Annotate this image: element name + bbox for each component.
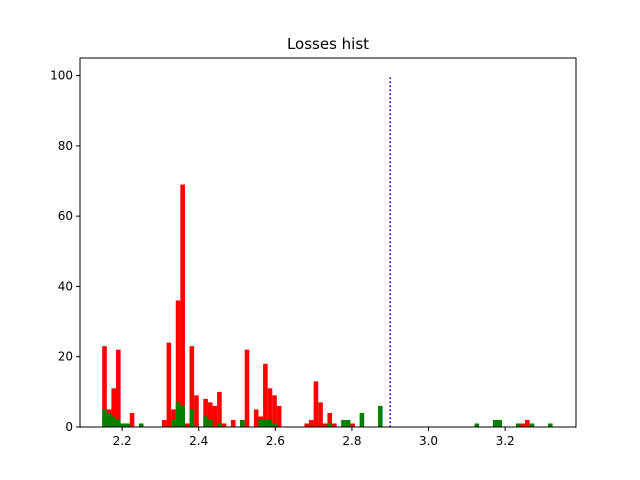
histogram-bar-series-1-22 <box>359 412 365 427</box>
histogram-bar-series-0-20 <box>230 419 236 427</box>
histogram-bar-series-1-21 <box>345 419 351 427</box>
histogram-bar-series-1-6 <box>138 423 144 427</box>
histogram-bar-series-0-2 <box>111 388 117 427</box>
histogram-bar-series-1-7 <box>171 419 176 427</box>
histogram-bar-series-1-24 <box>474 423 480 427</box>
histogram-bar-series-1-4 <box>120 423 126 427</box>
histogram-bar-series-1-14 <box>240 419 245 427</box>
histogram-bar-series-0-15 <box>203 398 208 427</box>
y-tick-label: 100 <box>50 69 73 83</box>
histogram-bar-series-1-10 <box>189 409 195 427</box>
histogram-bar-series-1-27 <box>515 423 521 427</box>
histogram-bar-series-0-3 <box>116 349 121 427</box>
x-tick-label: 3.2 <box>496 434 515 448</box>
plot-frame <box>79 57 577 428</box>
histogram-bar-series-1-20 <box>341 419 346 427</box>
y-tick-label: 80 <box>58 139 73 153</box>
histogram-bar-series-0-35 <box>332 423 337 427</box>
chart-title: Losses hist <box>287 35 369 53</box>
histogram-bar-series-0-32 <box>318 402 323 427</box>
histogram-bar-series-0-13 <box>189 346 195 427</box>
y-tick-label: 40 <box>58 279 73 293</box>
histogram-bar-series-1-11 <box>203 416 208 427</box>
histogram-bar-series-0-25 <box>263 363 268 427</box>
x-tick-label: 3.0 <box>419 434 438 448</box>
y-tick-label: 60 <box>58 209 73 223</box>
histogram-bar-series-1-25 <box>492 419 498 427</box>
histogram-bar-series-0-38 <box>525 419 530 427</box>
histogram-bar-series-0-23 <box>253 409 259 427</box>
histogram-bar-series-0-30 <box>309 419 314 427</box>
histogram-bar-series-1-1 <box>106 412 112 427</box>
histogram-bar-series-0-22 <box>244 349 250 427</box>
histogram-bar-series-0-16 <box>207 402 213 427</box>
histogram-bar-series-1-12 <box>207 419 213 427</box>
histogram-bar-series-0-12 <box>184 423 190 427</box>
histogram-bar-series-1-5 <box>125 423 130 427</box>
histogram-bar-series-0-28 <box>276 405 282 427</box>
histogram-bar-series-0-19 <box>221 423 227 427</box>
histogram-bar-series-0-11 <box>180 184 185 427</box>
histogram-bar-series-0-29 <box>304 423 310 427</box>
histogram-bar-series-0-9 <box>171 409 176 427</box>
histogram-bar-series-1-18 <box>272 423 277 427</box>
x-tick-label: 2.4 <box>189 434 208 448</box>
x-tick-label: 2.8 <box>342 434 361 448</box>
x-tick-label: 2.6 <box>266 434 285 448</box>
histogram-bar-series-1-0 <box>102 409 107 427</box>
histogram-bar-series-0-7 <box>161 419 167 427</box>
histogram-bar-series-0-6 <box>129 412 135 427</box>
histogram-bar-series-0-31 <box>313 381 319 427</box>
histogram-bar-series-1-17 <box>267 419 273 427</box>
histogram-bar-series-1-2 <box>111 416 117 427</box>
histogram-bar-series-0-0 <box>102 346 107 427</box>
histogram-bar-series-1-23 <box>377 405 383 427</box>
histogram-bar-series-1-15 <box>258 419 264 427</box>
histogram-bar-series-0-33 <box>322 423 328 427</box>
y-tick-label: 0 <box>65 420 73 434</box>
histogram-bar-series-1-26 <box>497 419 503 427</box>
histogram-bar-series-1-13 <box>217 423 222 427</box>
histogram-bar-series-0-8 <box>166 342 172 427</box>
y-tick-label: 20 <box>58 350 73 364</box>
histogram-bar-series-1-19 <box>327 423 333 427</box>
x-tick-label: 2.2 <box>113 434 132 448</box>
histogram-bar-series-0-17 <box>212 405 218 427</box>
histogram-bar-series-0-14 <box>194 395 199 427</box>
histogram-bar-series-0-37 <box>520 423 526 427</box>
histogram-bars <box>102 184 553 427</box>
histogram-bar-series-0-36 <box>350 423 356 427</box>
histogram-bar-series-1-28 <box>529 423 535 427</box>
histogram-bar-series-0-27 <box>272 395 277 427</box>
histogram-bar-series-0-18 <box>217 391 222 427</box>
histogram-bar-series-1-3 <box>116 419 121 427</box>
histogram-bar-series-0-26 <box>267 388 273 427</box>
histogram-bar-series-0-10 <box>175 300 181 427</box>
histogram-bar-series-1-29 <box>548 423 553 427</box>
x-axis: 2.2 2.4 2.6 2.8 3.0 3.2 <box>113 427 515 448</box>
histogram-bar-series-1-9 <box>180 405 185 427</box>
histogram-bar-series-0-34 <box>327 412 333 427</box>
histogram-bar-series-1-16 <box>263 419 268 427</box>
histogram-bar-series-1-8 <box>175 402 181 427</box>
y-axis: 0 20 40 60 80 100 <box>50 69 80 434</box>
